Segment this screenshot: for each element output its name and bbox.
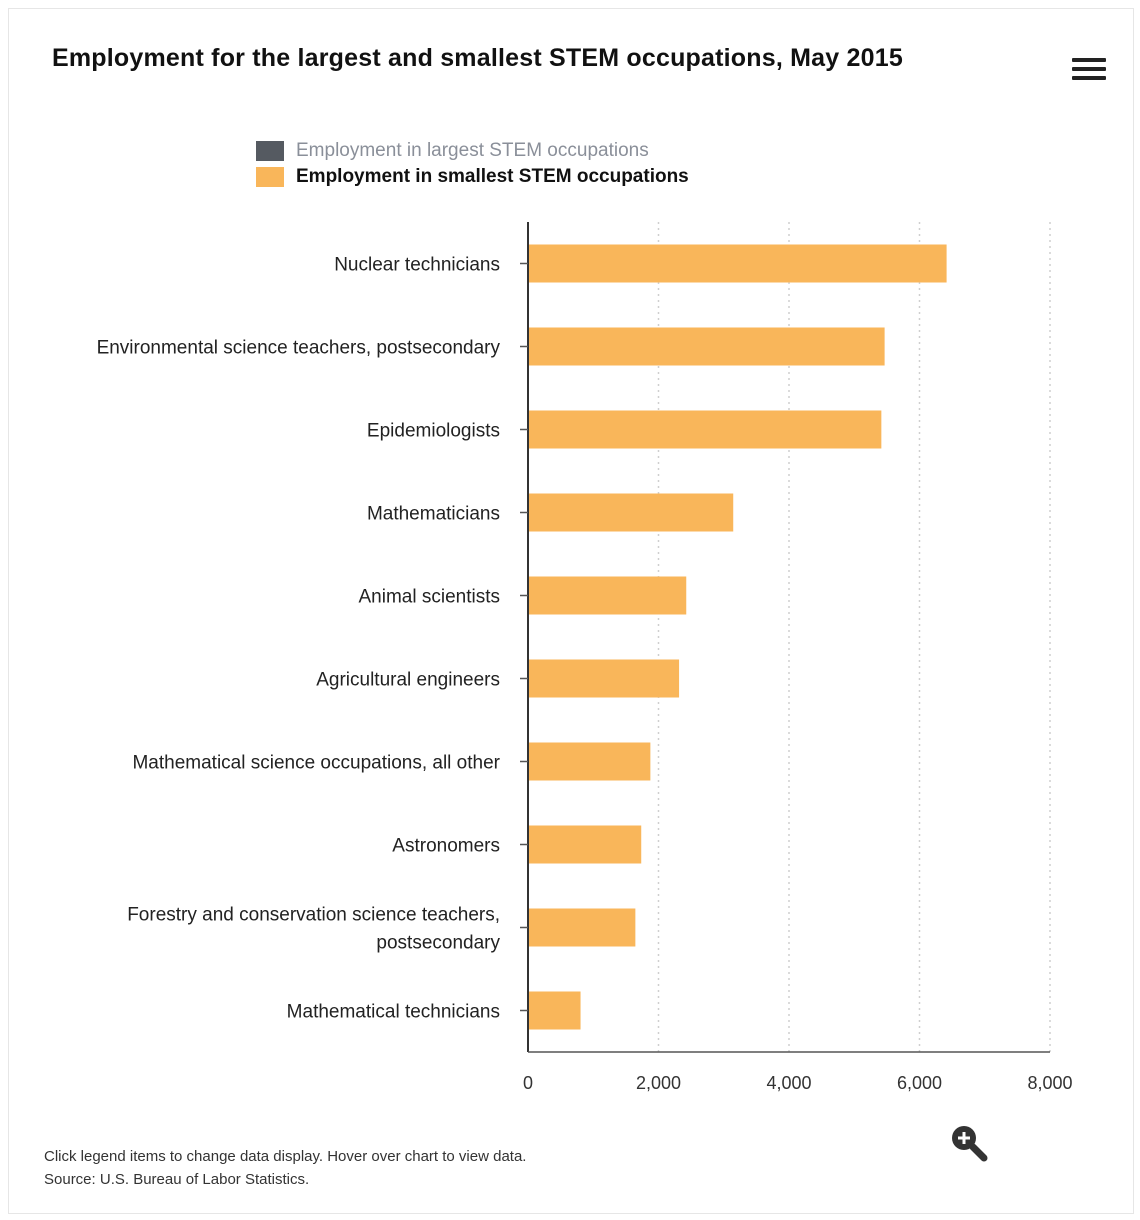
category-label: Animal scientists	[359, 587, 501, 608]
category-label: Mathematical science occupations, all ot…	[132, 753, 500, 774]
x-tick-label: 8,000	[1027, 1073, 1072, 1093]
bar-chart: 0 2,000 4,000 6,000 8,000 Nuclear technicians…	[0, 0, 1140, 1110]
chart-footer: Click legend items to change data displa…	[44, 1145, 526, 1191]
bar[interactable]	[529, 411, 881, 449]
bar[interactable]	[529, 660, 679, 698]
bar[interactable]	[529, 743, 650, 781]
zoom-in-icon[interactable]	[948, 1122, 988, 1162]
x-tick-label: 0	[523, 1073, 533, 1093]
bar[interactable]	[529, 245, 947, 283]
category-label: Mathematical technicians	[287, 1002, 500, 1023]
category-label: Nuclear technicians	[334, 255, 500, 276]
footer-source: Source: U.S. Bureau of Labor Statistics.	[44, 1168, 526, 1191]
x-tick-label: 2,000	[636, 1073, 681, 1093]
category-label: Forestry and conservation science teache…	[127, 905, 500, 954]
bar[interactable]	[529, 909, 635, 947]
bar[interactable]	[529, 992, 581, 1030]
bar[interactable]	[529, 494, 733, 532]
bar[interactable]	[529, 577, 686, 615]
bar[interactable]	[529, 826, 641, 864]
x-tick-label: 6,000	[897, 1073, 942, 1093]
bar[interactable]	[529, 328, 885, 366]
footer-note: Click legend items to change data displa…	[44, 1145, 526, 1168]
x-tick-label: 4,000	[766, 1073, 811, 1093]
category-label: Mathematicians	[367, 504, 500, 525]
category-label: Epidemiologists	[367, 421, 500, 442]
category-label: Astronomers	[392, 836, 500, 857]
category-label: Environmental science teachers, postseco…	[97, 338, 501, 359]
category-label: Agricultural engineers	[316, 670, 500, 691]
